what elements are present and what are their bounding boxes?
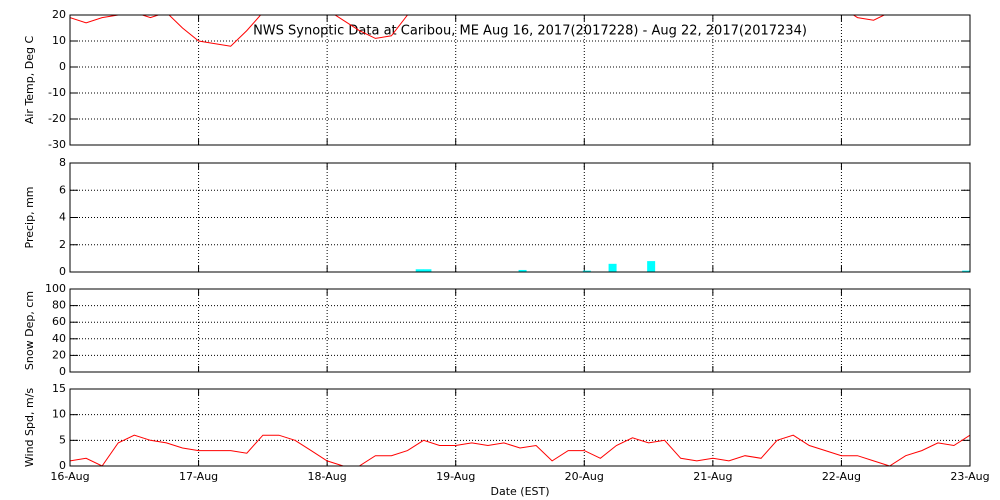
data-line (70, 434, 970, 466)
y-tick-label: 60 (52, 315, 66, 328)
y-tick-label: 8 (59, 156, 66, 169)
panel-frame (69, 288, 971, 373)
panel-frame (69, 162, 971, 273)
data-line (70, 15, 886, 47)
y-tick-label: -10 (48, 86, 66, 99)
x-axis-label: Date (EST) (490, 485, 549, 498)
y-axis-label: Air Temp, Deg C (23, 36, 36, 125)
plot-area (70, 15, 886, 47)
y-tick-label: 0 (59, 459, 66, 472)
y-tick-label: 6 (59, 183, 66, 196)
x-tick-label: 20-Aug (565, 470, 604, 483)
y-tick-label: -30 (48, 138, 66, 151)
y-tick-label: 20 (52, 348, 66, 361)
y-tick-label: 0 (59, 265, 66, 278)
y-tick-label: -20 (48, 112, 66, 125)
x-tick-label: 22-Aug (822, 470, 861, 483)
y-tick-label: 100 (45, 282, 66, 295)
y-tick-label: 80 (52, 299, 66, 312)
panel-frame (69, 388, 971, 467)
y-tick-label: 10 (52, 408, 66, 421)
y-tick-label: 10 (52, 34, 66, 47)
y-tick-label: 4 (59, 211, 66, 224)
bar (608, 263, 617, 272)
chart-title: NWS Synoptic Data at Caribou, ME Aug 16,… (253, 24, 807, 39)
x-tick-label: 17-Aug (179, 470, 218, 483)
y-tick-label: 2 (59, 238, 66, 251)
x-tick-label: 21-Aug (693, 470, 732, 483)
x-tick-label: 16-Aug (50, 470, 89, 483)
y-tick-label: 40 (52, 332, 66, 345)
y-tick-label: 0 (59, 365, 66, 378)
y-tick-label: 15 (52, 382, 66, 395)
bar (423, 269, 432, 272)
plot-area (415, 261, 970, 272)
x-tick-label: 23-Aug (950, 470, 989, 483)
bar (518, 269, 527, 272)
y-axis-label: Wind Spd, m/s (23, 388, 36, 468)
y-axis-label: Precip, mm (23, 187, 36, 249)
bar (962, 270, 970, 272)
y-axis-label: Snow Dep, cm (23, 291, 36, 370)
plot-area (70, 434, 970, 466)
bar (582, 270, 591, 272)
x-tick-label: 19-Aug (436, 470, 475, 483)
x-tick-label: 18-Aug (308, 470, 347, 483)
y-tick-label: 5 (59, 433, 66, 446)
y-tick-label: 20 (52, 8, 66, 21)
bar (415, 269, 424, 272)
bar (647, 261, 656, 272)
y-tick-label: 0 (59, 60, 66, 73)
panel-frame (69, 14, 971, 146)
